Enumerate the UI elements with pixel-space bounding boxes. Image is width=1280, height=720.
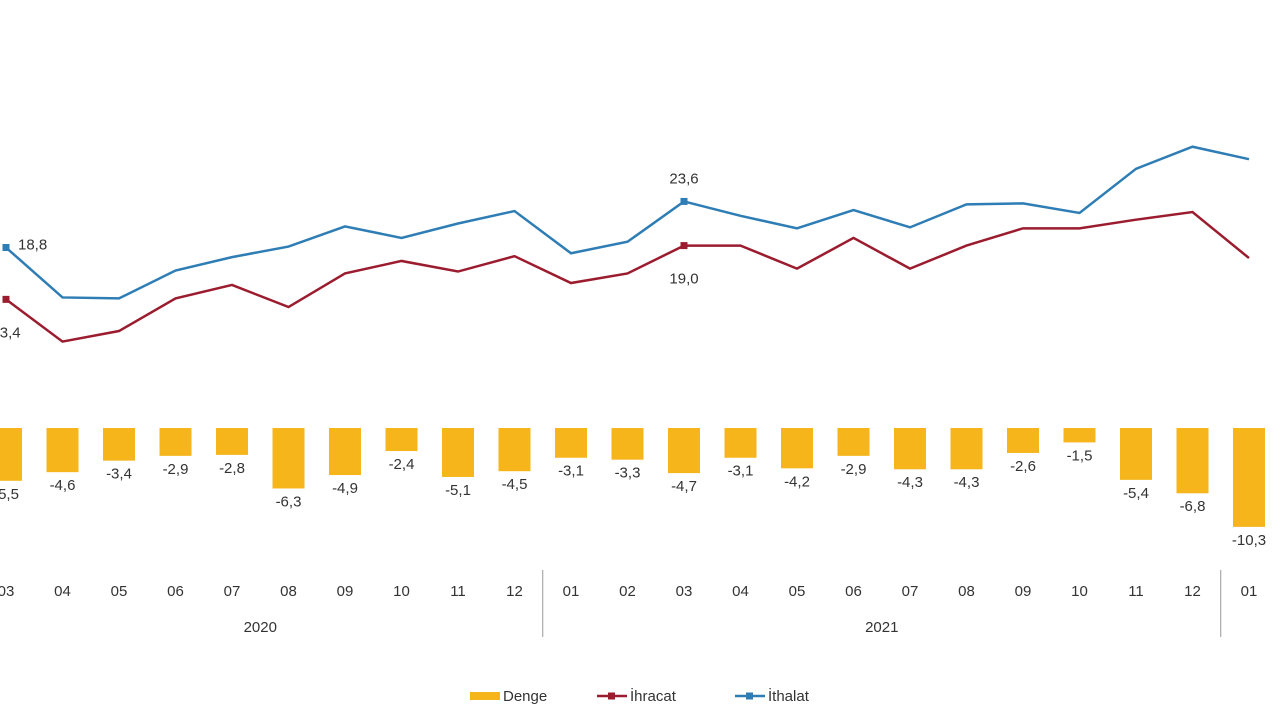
bar-label: -3,3 xyxy=(615,465,641,482)
bar xyxy=(1233,428,1265,527)
marker xyxy=(2,295,10,303)
x-tick-label: 07 xyxy=(224,583,241,600)
x-tick-label: 10 xyxy=(393,583,410,600)
bar-label: -5,4 xyxy=(1123,485,1149,502)
bar xyxy=(611,428,644,460)
x-tick-label: 10 xyxy=(1071,583,1088,600)
bar xyxy=(724,428,757,458)
x-tick-label: 05 xyxy=(789,583,806,600)
bar-label: -3,4 xyxy=(106,466,132,483)
bar-label: -6,3 xyxy=(276,493,302,510)
x-tick-label: 12 xyxy=(506,583,523,600)
x-tick-label: 04 xyxy=(732,583,749,600)
bar xyxy=(46,428,79,473)
x-tick-label: 12 xyxy=(1184,583,1201,600)
x-tick-label: 01 xyxy=(1241,583,1258,600)
x-tick-label: 06 xyxy=(167,583,184,600)
bar xyxy=(329,428,361,476)
bar xyxy=(1176,428,1209,494)
year-label: 2021 xyxy=(865,619,898,636)
bar-label: -10,3 xyxy=(1232,532,1266,549)
bar xyxy=(442,428,474,477)
bar-label: -6,8 xyxy=(1180,498,1206,515)
bar-label: -5,1 xyxy=(445,482,471,499)
bar xyxy=(950,428,983,470)
x-tick-label: 09 xyxy=(1015,583,1032,600)
x-tick-label: 09 xyxy=(337,583,354,600)
x-tick-label: 07 xyxy=(902,583,919,600)
x-tick-label: 03 xyxy=(0,583,14,600)
bar xyxy=(385,428,418,452)
line-label: 13,4 xyxy=(0,324,21,341)
bar-label: -4,5 xyxy=(502,476,528,493)
x-tick-label: 04 xyxy=(54,583,71,600)
bar-label: -4,3 xyxy=(897,474,923,491)
bar xyxy=(1007,428,1039,453)
line-label: 23,6 xyxy=(669,170,698,187)
bar-label: -2,9 xyxy=(841,461,867,478)
legend-marker xyxy=(746,692,753,700)
marker xyxy=(2,244,10,252)
bar-label: -4,9 xyxy=(332,480,358,497)
legend-label: Denge xyxy=(503,688,547,705)
bar xyxy=(1063,428,1096,443)
bar-label: -2,6 xyxy=(1010,458,1036,475)
bar-label: -4,3 xyxy=(954,474,980,491)
bar xyxy=(498,428,531,472)
x-tick-label: 11 xyxy=(1128,583,1144,600)
bar xyxy=(272,428,305,489)
bar xyxy=(555,428,587,458)
marker xyxy=(680,197,688,205)
line xyxy=(5,210,1250,343)
bar xyxy=(216,428,248,455)
bar xyxy=(894,428,926,470)
legend-swatch xyxy=(470,692,500,700)
bar-label: -2,8 xyxy=(219,460,245,477)
x-tick-label: 06 xyxy=(845,583,862,600)
bar-label: -2,9 xyxy=(163,461,189,478)
legend-marker xyxy=(608,692,615,700)
marker xyxy=(680,242,688,250)
bar xyxy=(0,428,22,481)
bar xyxy=(159,428,192,456)
x-tick-label: 08 xyxy=(280,583,297,600)
x-tick-label: 05 xyxy=(111,583,128,600)
line-label: 18,8 xyxy=(18,236,47,253)
bar-label: -4,6 xyxy=(50,477,76,494)
legend-label: İhracat xyxy=(630,687,677,705)
bar xyxy=(781,428,813,469)
bar-label: -5,5 xyxy=(0,486,19,503)
x-tick-label: 08 xyxy=(958,583,975,600)
bar-label: -3,1 xyxy=(558,463,584,480)
line xyxy=(5,145,1250,300)
legend-label: İthalat xyxy=(768,687,810,705)
x-tick-label: 02 xyxy=(619,583,636,600)
bar-label: -4,2 xyxy=(784,473,810,490)
bar-label: -3,1 xyxy=(728,463,754,480)
x-tick-label: 11 xyxy=(450,583,466,600)
bar-label: -1,5 xyxy=(1067,447,1093,464)
x-tick-label: 01 xyxy=(563,583,580,600)
bar xyxy=(668,428,700,474)
x-tick-label: 03 xyxy=(676,583,693,600)
year-label: 2020 xyxy=(244,619,277,636)
bar xyxy=(1120,428,1152,480)
bar xyxy=(837,428,870,456)
line-label: 19,0 xyxy=(669,271,698,288)
bar-label: -2,4 xyxy=(389,456,415,473)
bar xyxy=(103,428,135,461)
bar-label: -4,7 xyxy=(671,478,697,495)
